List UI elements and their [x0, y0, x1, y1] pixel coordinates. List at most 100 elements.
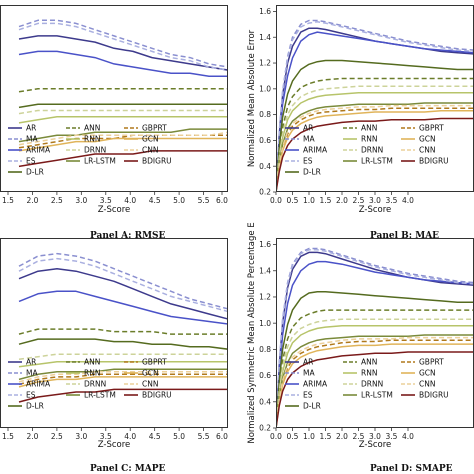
legend-label-bdigru: BDIGRU	[419, 391, 449, 400]
legend-label-ma: MA	[26, 369, 38, 378]
series-line-ann	[18, 328, 227, 335]
x-tick-label: 4.0	[402, 432, 414, 441]
x-tick-label: 2.5	[353, 432, 365, 441]
series-line-es	[18, 22, 227, 71]
x-tick-label: 5.0	[173, 196, 185, 205]
series-line-cnn	[277, 104, 473, 190]
legend-label-gbprt: GBPRT	[142, 124, 167, 133]
x-tick-label: 5.0	[173, 432, 185, 441]
x-tick-label: 2.5	[51, 432, 63, 441]
legend-label-lr-lstm: LR-LSTM	[84, 391, 116, 400]
x-tick-label: 5.5	[198, 196, 210, 205]
x-axis-label: Z-Score	[98, 205, 131, 215]
series-line-ann	[18, 87, 227, 93]
series-line-gbprt	[18, 134, 227, 149]
legend-label-drnn: DRNN	[361, 380, 383, 389]
legend-label-bdigru: BDIGRU	[419, 157, 449, 166]
legend-label-d-lr: D-LR	[26, 168, 44, 177]
x-tick-label: 4.0	[402, 196, 414, 205]
legend-label-gbprt: GBPRT	[142, 358, 167, 367]
y-tick-label: 1.0	[259, 84, 271, 93]
y-tick-label: 0.2	[259, 424, 271, 433]
legend-label-drnn: DRNN	[84, 380, 106, 389]
legend-label-gbprt: GBPRT	[419, 124, 444, 133]
series-line-gbprt	[18, 373, 227, 386]
series-line-ma	[18, 252, 227, 310]
legend-label-ma: MA	[303, 135, 315, 144]
legend-label-ann: ANN	[84, 124, 100, 133]
legend-label-arima: ARIMA	[303, 146, 328, 155]
legend-label-ar: AR	[26, 124, 36, 133]
series-line-arima	[277, 31, 473, 189]
legend-label-bdigru: BDIGRU	[142, 157, 172, 166]
legend-label-gcn: GCN	[419, 369, 436, 378]
legend: AR MA ARIMA ES D-LR ANN RNN DRNN LR-LSTM GBPRT GCN…	[8, 124, 172, 177]
legend-label-arima: ARIMA	[26, 380, 51, 389]
legend-label-es: ES	[303, 391, 313, 400]
legend-label-gbprt: GBPRT	[419, 358, 444, 367]
x-tick-label: 3.0	[369, 196, 381, 205]
x-tick-label: 1.0	[303, 196, 315, 205]
legend-label-arima: ARIMA	[26, 146, 51, 155]
series-line-lr-lstm	[18, 368, 227, 381]
x-tick-label: 2.5	[353, 196, 365, 205]
series-line-drnn	[18, 109, 227, 115]
x-tick-label: 4.5	[149, 196, 161, 205]
series-line-cnn	[18, 371, 227, 383]
legend-label-lr-lstm: LR-LSTM	[361, 391, 393, 400]
series-line-es	[277, 249, 473, 424]
series-line-lr-lstm	[277, 102, 473, 190]
x-axis-label: Z-Score	[98, 440, 131, 450]
x-tick-label: 1.5	[320, 432, 332, 441]
legend: AR MA ARIMA ES D-LR ANN RNN DRNN LR-LSTM GBPRT GCN…	[285, 124, 449, 177]
y-axis-label: Normalized Symmetric Mean Absolute Perce…	[247, 222, 257, 443]
panel-3: 1.5 2.0 2.5 3.0 3.5 4.0 4.5 5.0 5.5 6.0 Z-Score AR M…	[0, 238, 228, 450]
x-tick-label: 2.0	[26, 432, 38, 441]
series-line-d-lr	[18, 103, 227, 109]
series-group	[18, 19, 227, 168]
series-line-drnn	[18, 353, 227, 361]
legend-label-ann: ANN	[361, 358, 377, 367]
series-line-ar	[18, 267, 227, 320]
y-tick-label: 1.6	[259, 7, 271, 16]
series-line-arima	[277, 260, 473, 424]
x-tick-label: 3.5	[100, 432, 112, 441]
legend: AR MA ARIMA ES D-LR ANN RNN DRNN LR-LSTM GBPRT GCN…	[285, 358, 449, 411]
series-line-gcn	[277, 110, 473, 191]
legend-label-lr-lstm: LR-LSTM	[361, 157, 393, 166]
panel-title-d: Panel D: SMAPE	[370, 464, 453, 474]
x-tick-label: 2.0	[26, 196, 38, 205]
series-line-bdigru	[277, 351, 473, 427]
x-tick-label: 4.0	[124, 432, 136, 441]
series-line-gcn	[18, 376, 227, 388]
y-tick-label: 1.0	[259, 319, 271, 328]
series-line-ann	[277, 309, 473, 425]
series-line-rnn	[18, 115, 227, 124]
y-tick-label: 1.4	[259, 33, 271, 42]
series-line-drnn	[277, 85, 473, 190]
series-line-d-lr	[277, 290, 473, 425]
x-tick-label: 1.5	[320, 196, 332, 205]
series-line-ann	[277, 77, 473, 190]
x-axis-label: Z-Score	[359, 205, 392, 215]
legend-label-d-lr: D-LR	[26, 402, 44, 411]
series-line-d-lr	[277, 59, 473, 189]
x-tick-label: 2.0	[336, 196, 348, 205]
legend-label-ar: AR	[26, 358, 36, 367]
series-group	[18, 252, 227, 403]
series-line-ma	[18, 19, 227, 68]
legend-label-gcn: GCN	[142, 369, 159, 378]
panel-4: 0.2 0.4 0.6 0.8 1.0 1.2 1.4 1.6 0.0 0.5 1.0 1.5 2.0 2…	[247, 222, 474, 450]
panel-2: 0.2 0.4 0.6 0.8 1.0 1.2 1.4 1.6 0.0 0.5 1.0 1.5 2.0 2…	[247, 5, 474, 215]
x-tick-label: 4.5	[149, 432, 161, 441]
series-line-rnn	[277, 91, 473, 190]
plot-frame	[0, 5, 228, 192]
x-tick-label: 0.0	[270, 196, 282, 205]
series-line-d-lr	[18, 338, 227, 350]
y-tick-label: 0.6	[259, 136, 271, 145]
legend-label-rnn: RNN	[361, 369, 377, 378]
x-tick-label: 3.0	[369, 432, 381, 441]
x-tick-label: 4.0	[124, 196, 136, 205]
x-tick-label: 1.5	[2, 432, 14, 441]
